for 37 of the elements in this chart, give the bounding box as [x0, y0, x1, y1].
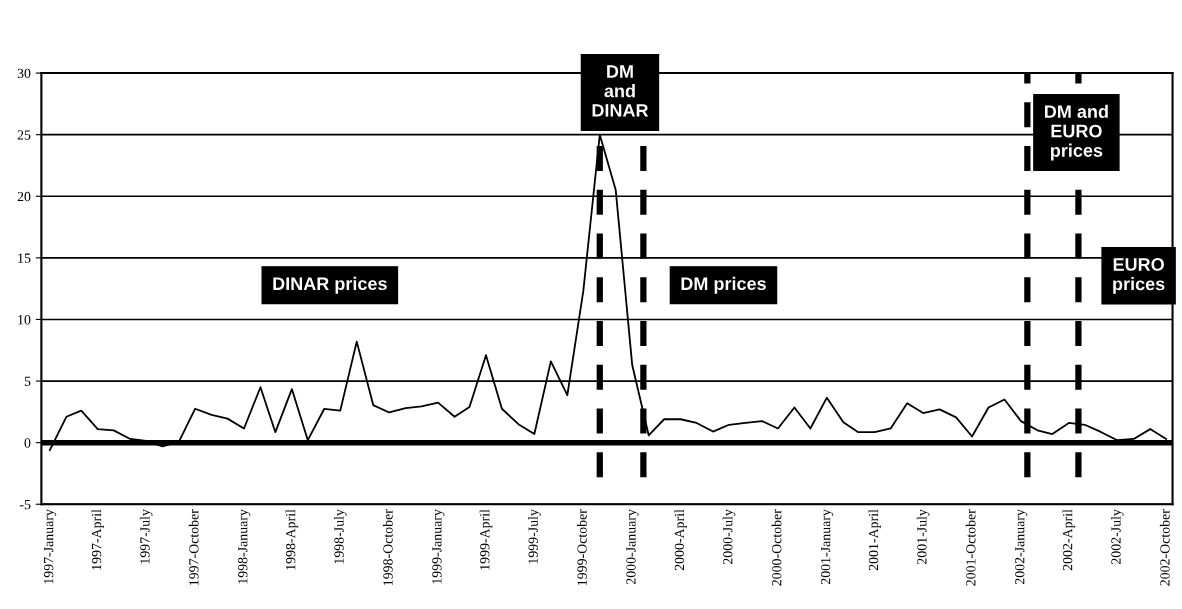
annotation: DINAR prices [273, 276, 387, 294]
annotation: DM and EURO prices [1045, 104, 1108, 161]
x-tick-label: 2002-January [1015, 509, 1028, 585]
y-tick-label: 30 [17, 68, 31, 79]
x-tick-label: 1998-October [382, 509, 393, 586]
x-tick-label: 1998-January [238, 509, 251, 584]
x-tick-label: 1999-July [528, 509, 541, 564]
x-tick-label: 2002-April [1062, 509, 1076, 571]
y-tick-label: 20 [17, 191, 31, 202]
y-tick-label: 0 [24, 438, 31, 448]
x-tick-label: 1999-April [479, 509, 493, 570]
x-tick-label: 2000-January [626, 509, 639, 585]
x-tick-label: 1998-July [333, 509, 347, 564]
x-tick-label: 1997-October [188, 509, 199, 586]
x-tick-label: 2001-January [820, 509, 834, 585]
x-tick-label: 2001-October [965, 509, 976, 586]
x-tick-label: 2002-July [1110, 509, 1124, 565]
x-tick-label: 1999-October [576, 509, 587, 586]
x-tick-label: 2000-October [771, 509, 782, 586]
y-tick-label: 15 [18, 253, 31, 263]
x-tick-label: 1998-April [285, 509, 299, 570]
x-tick-label: 2002-October [1159, 509, 1170, 586]
x-tick-label: 2001-April [868, 509, 882, 571]
x-tick-label: 2000-April [674, 509, 687, 571]
x-tick-label: 1997-July [139, 509, 153, 564]
x-tick-label: 1997-January [43, 509, 57, 584]
y-tick-label: -5 [19, 499, 31, 510]
x-tick-label: 1997-April [91, 509, 105, 570]
annotation: EURO prices [1113, 258, 1165, 294]
y-tick-label: 10 [18, 315, 31, 325]
x-tick-label: 2001-July [916, 509, 930, 565]
x-tick-label: 2000-July [722, 509, 736, 565]
y-tick-label: 25 [17, 130, 31, 140]
y-tick-label: 5 [24, 376, 31, 387]
annotation: DM prices [681, 276, 766, 294]
annotation: DM and DINAR [592, 65, 649, 117]
x-tick-label: 1999-January [432, 509, 445, 584]
